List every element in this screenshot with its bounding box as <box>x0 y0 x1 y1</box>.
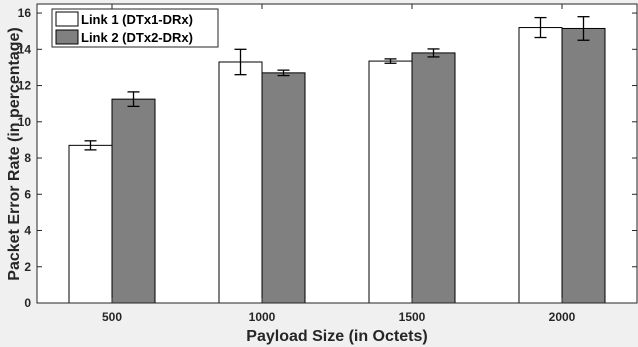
x-tick-label: 500 <box>102 310 122 324</box>
y-tick-label: 2 <box>24 260 31 274</box>
x-tick-label: 2000 <box>549 310 576 324</box>
y-tick-label: 16 <box>18 6 32 20</box>
bar-link2-1500 <box>411 52 456 304</box>
error-bar-link2-500 <box>127 91 140 108</box>
error-bar-link1-1000 <box>234 48 247 76</box>
x-tick-label: 1000 <box>249 310 276 324</box>
bar-link2-2000 <box>561 27 606 304</box>
bar-link1-1000 <box>218 61 263 304</box>
legend-swatch-link2 <box>55 29 79 45</box>
y-tick-label: 4 <box>24 224 31 238</box>
plot-frame <box>36 3 638 304</box>
y-axis-label: Packet Error Rate (in percentage) <box>6 27 23 280</box>
error-bar-link1-2000 <box>534 16 547 39</box>
bar-link1-2000 <box>518 27 563 304</box>
legend-box <box>51 8 219 48</box>
y-tick-label: 0 <box>24 296 31 310</box>
x-axis-label: Payload Size (in Octets) <box>246 328 427 345</box>
error-bar-link2-1000 <box>277 69 290 77</box>
error-bar-link2-2000 <box>577 16 590 41</box>
legend-label-link1: Link 1 (DTx1-DRx) <box>81 12 193 27</box>
y-tick-label: 6 <box>24 187 31 201</box>
y-tick-label: 12 <box>18 79 32 93</box>
bar-link2-1000 <box>261 72 306 304</box>
y-tick-label: 10 <box>18 115 32 129</box>
error-bar-link2-1500 <box>427 48 440 58</box>
error-bar-link1-500 <box>84 140 97 151</box>
bar-link2-500 <box>111 98 156 304</box>
x-tick-label: 1500 <box>399 310 426 324</box>
bar-link1-500 <box>68 144 113 304</box>
legend-swatch-link1 <box>55 11 79 27</box>
legend: Link 1 (DTx1-DRx) Link 2 (DTx2-DRx) <box>51 8 219 48</box>
y-tick-label: 14 <box>18 42 32 56</box>
legend-label-link2: Link 2 (DTx2-DRx) <box>81 30 193 45</box>
error-bar-link1-1500 <box>384 58 397 64</box>
bar-link1-1500 <box>368 60 413 304</box>
y-tick-label: 8 <box>24 151 31 165</box>
